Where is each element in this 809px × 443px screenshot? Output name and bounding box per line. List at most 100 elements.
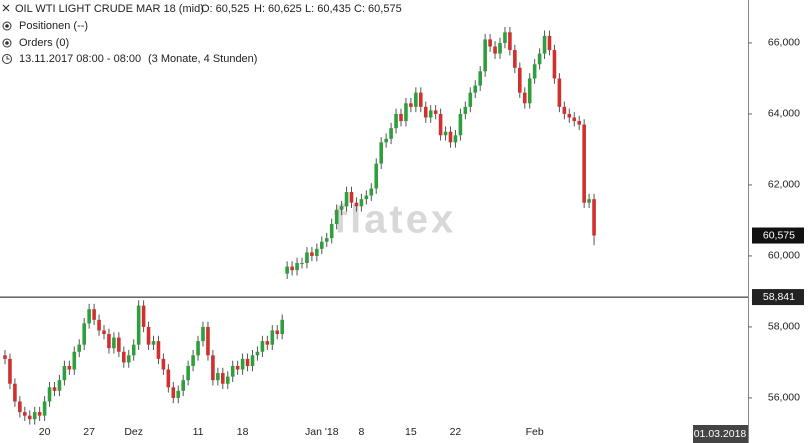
candle-body <box>458 113 463 136</box>
candle-body <box>428 110 433 118</box>
candle-body <box>221 373 225 384</box>
candle-body <box>364 195 369 200</box>
candle-body <box>324 238 329 242</box>
candle-body <box>206 326 210 356</box>
positions-icon-dot <box>5 24 9 28</box>
price-line-label: 58,841 <box>763 291 795 303</box>
candle-body <box>270 330 275 345</box>
candle-body <box>225 376 230 384</box>
candle-body <box>181 380 185 391</box>
candle-body <box>414 92 418 107</box>
candle-body <box>27 415 32 420</box>
close-icon[interactable] <box>2 4 10 12</box>
candle-body <box>468 92 473 107</box>
candle-body <box>97 319 101 331</box>
candle-body <box>265 341 270 345</box>
candle-body <box>57 380 62 391</box>
price-line-box <box>752 289 804 306</box>
ohlc-high: H: 60,625 <box>254 3 302 15</box>
candle-body <box>374 163 379 189</box>
candle-body <box>102 330 106 335</box>
candle-body <box>77 344 82 352</box>
candle-body <box>409 103 413 107</box>
candle-body <box>280 319 284 335</box>
candle-body <box>52 387 57 391</box>
candle-body <box>334 209 339 224</box>
candle-body <box>186 365 190 381</box>
candle-body <box>443 131 448 136</box>
x-tick-label: 27 <box>83 426 95 438</box>
orders[interactable]: Orders (0) <box>19 37 69 49</box>
candle-body <box>240 358 245 370</box>
candle-body <box>216 373 220 381</box>
candle-body <box>112 337 116 349</box>
candle-body <box>290 266 294 271</box>
candle-body <box>503 32 507 43</box>
ohlc-close: C: 60,575 <box>354 3 402 15</box>
candle-body <box>92 309 96 320</box>
plot-area: flatex <box>0 26 748 425</box>
candle-body <box>201 326 205 342</box>
candle-body <box>107 334 111 349</box>
candle-body <box>419 92 423 107</box>
candle-body <box>349 192 354 203</box>
period-range: (3 Monate, 4 Stunden) <box>148 53 257 65</box>
candle-body <box>117 337 121 352</box>
y-tick-label: 66,000 <box>768 37 800 49</box>
last-price-label: 60,575 <box>763 229 795 241</box>
candle-body <box>508 32 512 51</box>
candle-body <box>250 355 255 366</box>
candle-body <box>37 412 42 416</box>
candle-body <box>32 412 37 420</box>
candle-body <box>295 263 299 271</box>
candle-body <box>488 39 492 47</box>
positions-icon[interactable] <box>2 21 12 31</box>
candle-body <box>171 387 176 398</box>
candle-body <box>72 351 77 370</box>
candle-body <box>67 365 72 370</box>
candle-body <box>87 309 91 324</box>
x-tick-label: Dez <box>124 426 143 438</box>
last-price-box <box>752 227 804 244</box>
x-tick-label: 18 <box>237 426 249 438</box>
candle-body <box>176 390 181 398</box>
candle-body <box>433 110 438 114</box>
candle-body <box>136 305 141 345</box>
candle-body <box>156 341 161 359</box>
candle-body <box>463 106 468 114</box>
candle-body <box>344 192 349 207</box>
x-tick-label: 15 <box>405 426 417 438</box>
period: 13.11.2017 08:00 - 08:00 <box>19 53 141 65</box>
candle-body <box>404 103 408 122</box>
candle-body <box>3 355 7 359</box>
candle-body <box>141 305 146 327</box>
candle-body <box>532 64 537 79</box>
positions[interactable]: Positionen (--) <box>19 20 88 32</box>
candle-body <box>379 142 383 164</box>
x-tick-label: Jan '18 <box>305 426 339 438</box>
y-tick-label: 60,000 <box>768 250 800 262</box>
clock-hands <box>6 56 10 60</box>
candle-body <box>577 121 581 125</box>
candle-body <box>146 326 151 345</box>
candle-body <box>537 53 542 65</box>
candle-body <box>18 401 22 413</box>
candle-body <box>399 113 403 122</box>
candle-body <box>438 113 443 136</box>
orders-icon[interactable] <box>2 38 12 48</box>
candle-body <box>8 358 12 384</box>
candle-body <box>320 241 324 249</box>
y-tick-label: 56,000 <box>768 392 800 404</box>
candle-body <box>245 358 250 366</box>
candle-body <box>300 263 304 265</box>
candle-body <box>562 106 567 114</box>
candle-body <box>260 341 265 352</box>
candle-body <box>151 341 156 345</box>
candle-body <box>23 412 27 416</box>
x-tick-label: Feb <box>526 426 544 438</box>
candle-body <box>582 124 586 203</box>
candle-body <box>285 266 289 274</box>
candle-body <box>493 46 497 54</box>
